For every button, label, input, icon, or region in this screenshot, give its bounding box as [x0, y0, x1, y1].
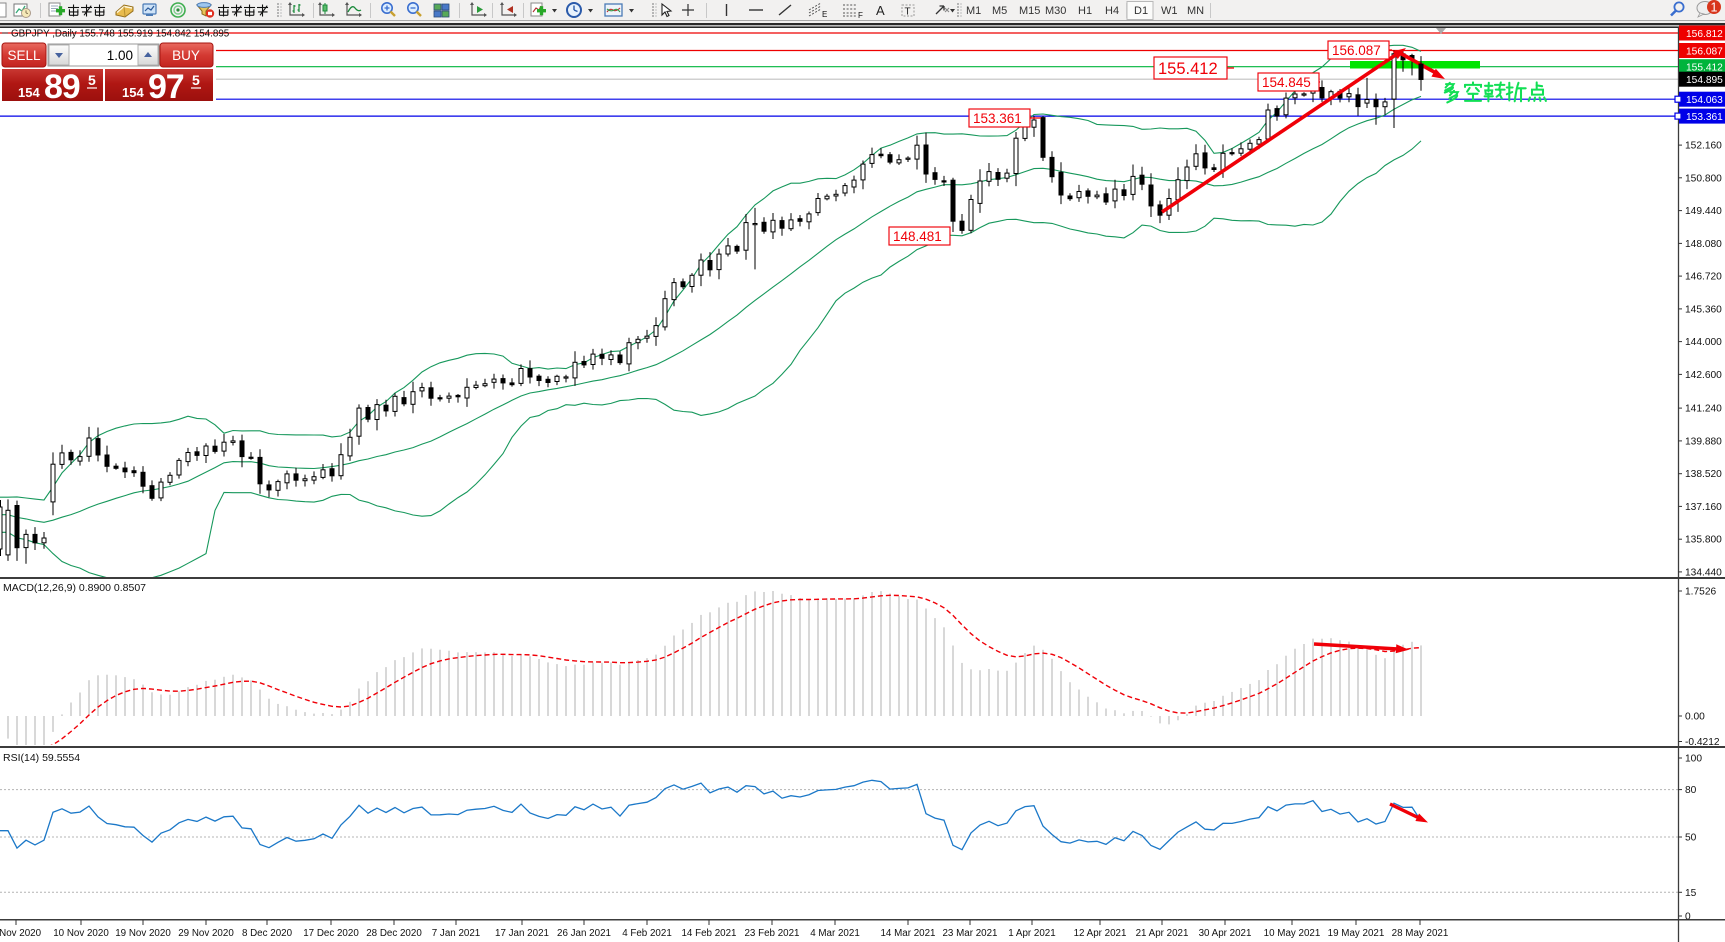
- svg-text:7 Jan 2021: 7 Jan 2021: [432, 928, 480, 939]
- svg-text:2 Nov 2020: 2 Nov 2020: [0, 928, 42, 939]
- svg-text:A: A: [876, 3, 885, 18]
- svg-text:F: F: [858, 11, 863, 20]
- svg-text:21 Apr 2021: 21 Apr 2021: [1136, 928, 1189, 939]
- svg-text:1.00: 1.00: [107, 48, 133, 63]
- svg-text:14 Mar 2021: 14 Mar 2021: [880, 928, 935, 939]
- svg-text:15: 15: [1685, 888, 1697, 899]
- svg-text:146.720: 146.720: [1685, 272, 1722, 283]
- svg-text:4 Feb 2021: 4 Feb 2021: [622, 928, 672, 939]
- svg-text:5: 5: [88, 72, 96, 88]
- svg-text:156.812: 156.812: [1686, 29, 1723, 40]
- svg-text:MN: MN: [1187, 5, 1204, 17]
- svg-text:E: E: [822, 10, 827, 19]
- svg-text:97: 97: [148, 68, 184, 106]
- svg-text:28 May 2021: 28 May 2021: [1392, 928, 1449, 939]
- svg-text:M1: M1: [966, 5, 981, 17]
- svg-text:28 Dec 2020: 28 Dec 2020: [366, 928, 422, 939]
- svg-text:144.000: 144.000: [1685, 337, 1722, 348]
- svg-text:RSI(14) 59.5554: RSI(14) 59.5554: [3, 752, 80, 764]
- svg-text:29 Nov 2020: 29 Nov 2020: [178, 928, 234, 939]
- svg-text:138.520: 138.520: [1685, 469, 1722, 480]
- svg-text:MACD(12,26,9) 0.8900 0.8507: MACD(12,26,9) 0.8900 0.8507: [3, 582, 146, 594]
- svg-text:14 Feb 2021: 14 Feb 2021: [681, 928, 736, 939]
- svg-text:26 Jan 2021: 26 Jan 2021: [557, 928, 611, 939]
- svg-text:137.160: 137.160: [1685, 502, 1722, 513]
- svg-text:154.845: 154.845: [1262, 75, 1311, 90]
- svg-text:23 Feb 2021: 23 Feb 2021: [744, 928, 799, 939]
- svg-text:-0.4212: -0.4212: [1685, 737, 1720, 748]
- svg-text:50: 50: [1685, 833, 1697, 844]
- svg-text:156.087: 156.087: [1686, 46, 1723, 57]
- svg-text:19 Nov 2020: 19 Nov 2020: [115, 928, 171, 939]
- svg-text:153.361: 153.361: [1686, 112, 1723, 123]
- svg-text:12 Apr 2021: 12 Apr 2021: [1074, 928, 1127, 939]
- svg-text:148.080: 148.080: [1685, 239, 1722, 250]
- svg-text:19 May 2021: 19 May 2021: [1328, 928, 1385, 939]
- svg-text:154.063: 154.063: [1686, 95, 1723, 106]
- svg-text:1.7526: 1.7526: [1685, 587, 1716, 598]
- svg-text:135.800: 135.800: [1685, 535, 1722, 546]
- svg-text:155.412: 155.412: [1686, 63, 1723, 74]
- svg-text:155.412: 155.412: [1158, 60, 1218, 78]
- svg-text:1: 1: [1711, 1, 1718, 15]
- svg-text:100: 100: [1685, 754, 1702, 765]
- svg-text:M5: M5: [992, 5, 1007, 17]
- svg-text:154.895: 154.895: [1686, 75, 1723, 86]
- svg-text:149.440: 149.440: [1685, 206, 1722, 217]
- svg-text:1 Apr 2021: 1 Apr 2021: [1008, 928, 1055, 939]
- svg-text:80: 80: [1685, 785, 1697, 796]
- svg-text:M30: M30: [1045, 5, 1066, 17]
- svg-text:0: 0: [1685, 912, 1691, 923]
- svg-text:17 Jan 2021: 17 Jan 2021: [495, 928, 549, 939]
- svg-text:D1: D1: [1134, 5, 1148, 17]
- svg-text:M15: M15: [1019, 5, 1040, 17]
- svg-text:141.240: 141.240: [1685, 404, 1722, 415]
- svg-text:T: T: [905, 7, 911, 18]
- svg-text:0.00: 0.00: [1685, 712, 1705, 723]
- svg-text:156.087: 156.087: [1332, 43, 1381, 58]
- svg-text:89: 89: [44, 68, 80, 106]
- svg-text:H1: H1: [1078, 5, 1092, 17]
- svg-text:154: 154: [18, 85, 40, 100]
- svg-text:W1: W1: [1161, 5, 1178, 17]
- svg-text:134.440: 134.440: [1685, 567, 1722, 578]
- svg-text:23 Mar 2021: 23 Mar 2021: [942, 928, 997, 939]
- svg-text:30 Apr 2021: 30 Apr 2021: [1199, 928, 1252, 939]
- svg-text:154: 154: [122, 85, 144, 100]
- svg-text:4 Mar 2021: 4 Mar 2021: [810, 928, 860, 939]
- svg-text:5: 5: [192, 72, 200, 88]
- svg-text:SELL: SELL: [7, 48, 41, 63]
- svg-text:8 Dec 2020: 8 Dec 2020: [242, 928, 293, 939]
- svg-text:BUY: BUY: [172, 48, 200, 63]
- svg-text:152.160: 152.160: [1685, 141, 1722, 152]
- svg-text:10 Nov 2020: 10 Nov 2020: [53, 928, 109, 939]
- svg-text:17 Dec 2020: 17 Dec 2020: [303, 928, 359, 939]
- svg-text:148.481: 148.481: [893, 229, 942, 244]
- svg-text:150.800: 150.800: [1685, 173, 1722, 184]
- svg-text:153.361: 153.361: [973, 111, 1022, 126]
- svg-text:H4: H4: [1105, 5, 1119, 17]
- svg-text:GBPJPY ,Daily 155.748 155.919: GBPJPY ,Daily 155.748 155.919 154.842 15…: [11, 29, 230, 40]
- svg-text:145.360: 145.360: [1685, 304, 1722, 315]
- svg-text:10 May 2021: 10 May 2021: [1264, 928, 1321, 939]
- svg-text:142.600: 142.600: [1685, 370, 1722, 381]
- svg-text:139.880: 139.880: [1685, 436, 1722, 447]
